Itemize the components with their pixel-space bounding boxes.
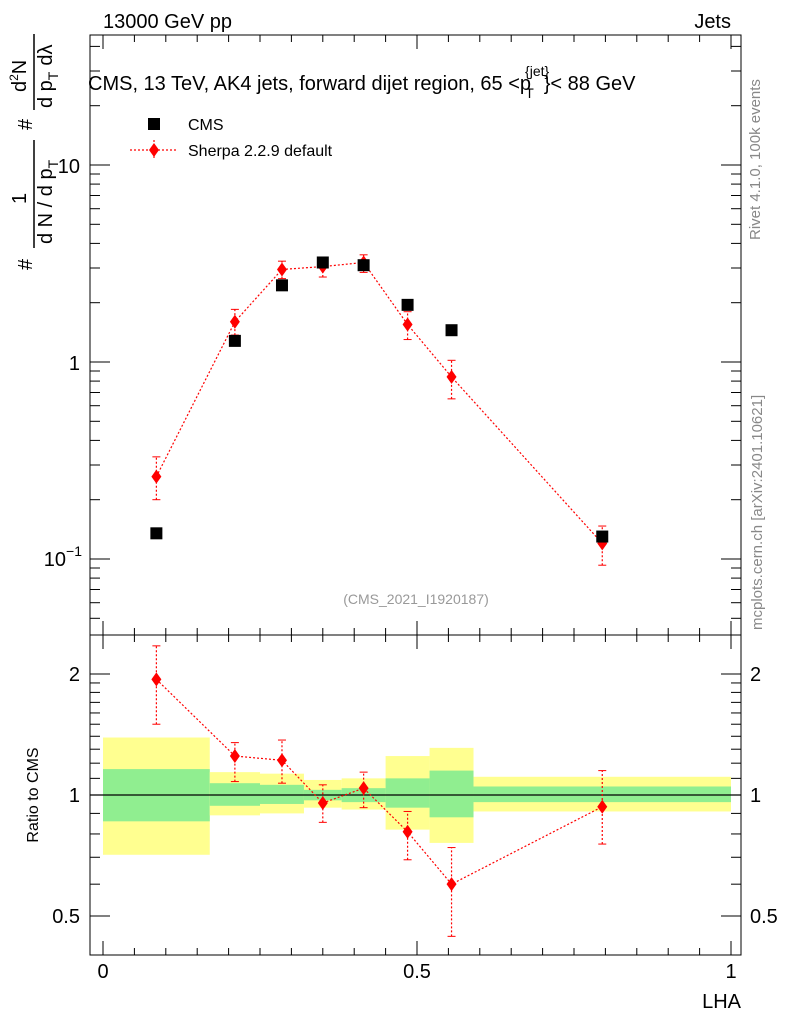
ratio-points	[151, 645, 608, 937]
analysis-watermark: (CMS_2021_I1920187)	[343, 591, 489, 607]
ylabel-dpt: d pTdλ	[35, 45, 61, 109]
main-ylabel: # 1 d N / d pT # d2N d pTdλ	[7, 34, 61, 270]
ylabel-hash2: #	[15, 118, 37, 130]
mc-point	[402, 317, 413, 332]
ratio-ytick-label-right: 2	[750, 664, 761, 686]
ratio-mc-point	[276, 753, 287, 768]
mc-point	[229, 314, 240, 329]
main-points	[150, 254, 609, 566]
cms-point	[596, 530, 609, 543]
ratio-mc-point	[446, 877, 457, 892]
mcplots-label: mcplots.cern.ch [arXiv:2401.10621]	[749, 395, 766, 630]
cms-point	[275, 279, 288, 292]
main-ytick-label-2: 10	[58, 156, 80, 178]
mc-point	[276, 262, 287, 277]
title-sub: T	[525, 85, 534, 101]
title-main: CMS, 13 TeV, AK4 jets, forward dijet reg…	[88, 73, 531, 95]
ratio-ytick-label-left: 1	[69, 785, 80, 807]
ratio-mc-point	[358, 781, 369, 796]
ylabel-one: 1	[9, 193, 31, 204]
main-ytick-label-1: 1	[69, 353, 80, 375]
cms-point	[445, 324, 458, 337]
legend-data-marker	[148, 118, 160, 130]
ratio-ytick-labels: 0.5 0.5 1 1 2 2	[52, 664, 778, 928]
ratio-ytick-label-left: 0.5	[52, 906, 80, 928]
title-end: }< 88 GeV	[544, 73, 636, 95]
energy-label: 13000 GeV pp	[103, 11, 232, 33]
legend-data-label: CMS	[188, 117, 224, 134]
ratio-mc-point	[597, 799, 608, 814]
cms-point	[357, 259, 370, 272]
x-tick-label: 0	[97, 961, 108, 983]
mc-point	[446, 369, 457, 384]
cms-point	[401, 298, 414, 311]
ratio-mc-point	[229, 749, 240, 764]
x-tick-label: 1	[725, 961, 736, 983]
category-label: Jets	[694, 11, 731, 33]
ratio-ytick-label-left: 2	[69, 664, 80, 686]
chart-title: CMS, 13 TeV, AK4 jets, forward dijet reg…	[88, 63, 636, 101]
x-tick-label: 0.5	[403, 961, 431, 983]
mc-line	[155, 261, 603, 544]
ratio-bands	[90, 737, 741, 855]
legend: CMS Sherpa 2.2.9 default	[130, 117, 333, 160]
ratio-mc-line	[155, 678, 603, 885]
ratio-mc-point	[317, 796, 328, 811]
legend-mc-label: Sherpa 2.2.9 default	[188, 143, 333, 160]
cms-point	[228, 334, 241, 347]
ratio-band-inner	[385, 778, 430, 808]
ratio-ytick-label-right: 1	[750, 785, 761, 807]
ratio-ylabel: Ratio to CMS	[25, 747, 42, 842]
ratio-y-ticks	[90, 635, 741, 955]
cms-point	[316, 256, 329, 269]
ratio-ytick-label-right: 0.5	[750, 906, 778, 928]
ratio-band-inner	[429, 770, 474, 818]
ratio-mc-point	[402, 824, 413, 839]
main-ytick-label-0: 10−1	[44, 543, 82, 571]
legend-mc-marker	[149, 143, 159, 157]
main-y-ticks	[90, 35, 741, 635]
ratio-mc-point	[151, 672, 162, 687]
rivet-label: Rivet 4.1.0, 100k events	[747, 79, 764, 240]
x-axis-label: LHA	[702, 991, 742, 1013]
ylabel-dN: d N / d pT	[35, 159, 61, 244]
title-sup: {jet}	[525, 63, 549, 79]
cms-point	[150, 527, 163, 540]
ylabel-d2N: d2N	[7, 60, 31, 92]
x-tick-labels: 0 0.5 1	[97, 961, 736, 983]
mc-point	[151, 469, 162, 484]
ylabel-hash1: #	[15, 258, 37, 270]
ratio-band-inner	[260, 784, 304, 804]
